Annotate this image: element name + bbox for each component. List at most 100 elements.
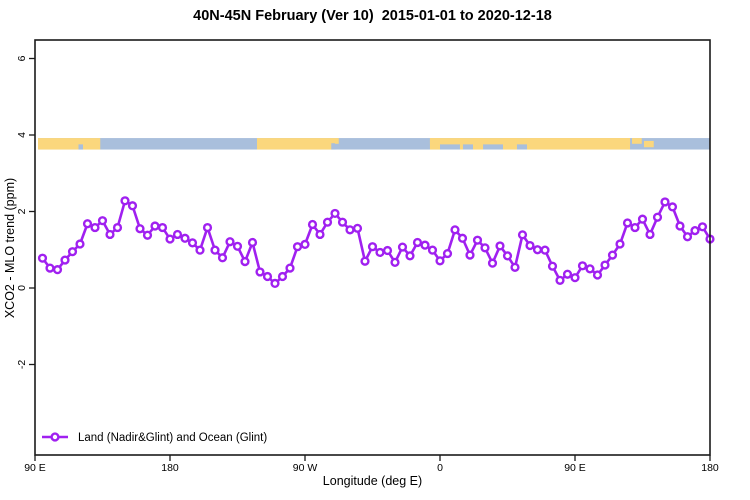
data-point-marker xyxy=(112,222,123,233)
y-tick-label: 4 xyxy=(16,132,28,138)
data-point-marker xyxy=(330,208,340,219)
data-point-marker xyxy=(157,222,168,233)
x-tick-label: 90 W xyxy=(293,462,318,474)
data-point-marker xyxy=(337,217,348,227)
data-point-marker xyxy=(240,257,250,267)
data-point-marker xyxy=(210,245,220,255)
band-segment-land xyxy=(473,138,484,150)
data-point-marker xyxy=(172,229,183,240)
data-point-marker xyxy=(630,222,640,233)
data-point-marker xyxy=(120,196,130,206)
data-point-marker xyxy=(480,243,490,253)
data-point-marker xyxy=(195,245,205,255)
band-segment-land xyxy=(257,138,335,150)
data-point-marker xyxy=(255,267,265,277)
data-point-marker xyxy=(690,226,700,236)
data-point-marker xyxy=(615,239,625,249)
x-tick-label: 180 xyxy=(701,462,719,474)
data-point-marker xyxy=(525,240,535,251)
data-point-marker xyxy=(502,251,513,261)
axis-ticks: 90 E 180 90 W 0 90 E 180 -2 0 2 4 6 xyxy=(16,55,719,474)
x-tick-label: 90 E xyxy=(24,462,46,474)
data-point-marker xyxy=(97,216,108,226)
data-point-marker xyxy=(540,245,550,255)
data-point-marker xyxy=(52,265,63,275)
data-point-marker xyxy=(285,263,295,273)
data-point-marker xyxy=(105,229,115,240)
data-point-marker xyxy=(532,245,543,255)
land-ocean-band xyxy=(38,138,710,150)
data-series xyxy=(37,196,715,289)
x-tick-label: 0 xyxy=(437,462,443,474)
data-point-marker xyxy=(622,218,633,228)
band-segment-land xyxy=(503,138,517,150)
y-tick-label: 2 xyxy=(16,208,28,214)
x-tick-label: 180 xyxy=(161,462,179,474)
data-point-marker xyxy=(367,242,378,252)
data-point-marker xyxy=(180,233,190,243)
data-point-marker xyxy=(405,251,415,261)
data-point-marker xyxy=(390,257,400,267)
data-point-marker xyxy=(472,235,483,245)
data-point-marker xyxy=(697,222,708,232)
data-point-marker xyxy=(202,222,213,233)
data-point-marker xyxy=(637,214,648,224)
data-point-marker xyxy=(420,240,430,250)
series-line xyxy=(41,199,712,285)
legend-marker-icon xyxy=(50,432,60,442)
data-point-marker xyxy=(547,261,558,271)
data-point-marker xyxy=(660,197,670,207)
data-point-marker xyxy=(142,230,153,240)
data-point-marker xyxy=(232,241,243,251)
data-point-marker xyxy=(352,223,363,233)
data-point-marker xyxy=(150,221,160,231)
data-point-marker xyxy=(397,242,408,252)
band-base-ocean xyxy=(38,138,710,150)
data-point-marker xyxy=(67,247,78,257)
y-tick-label: 6 xyxy=(16,55,28,61)
data-point-marker xyxy=(322,217,333,227)
data-point-marker xyxy=(600,260,610,270)
data-point-marker xyxy=(135,224,145,234)
data-point-marker xyxy=(60,255,70,265)
data-point-marker xyxy=(510,262,520,272)
data-point-marker xyxy=(577,261,588,271)
data-point-marker xyxy=(465,250,475,260)
data-point-marker xyxy=(495,241,505,251)
data-point-marker xyxy=(187,238,198,248)
data-point-marker xyxy=(277,271,288,282)
plot-frame xyxy=(34,39,711,456)
legend-label: Land (Nadir&Glint) and Ocean (Glint) xyxy=(78,432,267,444)
data-point-marker xyxy=(45,263,55,273)
data-point-marker xyxy=(217,253,228,263)
band-segment-land xyxy=(527,138,631,150)
data-point-marker xyxy=(435,256,445,266)
band-segment-land xyxy=(335,138,339,144)
band-segment-land xyxy=(459,138,463,150)
data-point-marker xyxy=(360,256,370,266)
data-point-marker xyxy=(307,219,318,230)
data-point-marker xyxy=(517,230,528,240)
data-point-marker xyxy=(457,233,468,243)
data-point-marker xyxy=(75,239,85,249)
data-point-marker xyxy=(412,237,423,248)
data-point-marker xyxy=(682,232,693,242)
data-point-marker xyxy=(315,229,325,240)
data-point-marker xyxy=(442,248,453,259)
data-point-marker xyxy=(247,237,258,248)
band-segment-land xyxy=(38,138,101,150)
data-point-marker xyxy=(667,202,678,212)
data-point-marker xyxy=(652,212,663,222)
data-point-marker xyxy=(450,225,460,235)
data-point-marker xyxy=(375,247,385,258)
data-point-marker xyxy=(675,221,685,231)
data-point-marker xyxy=(570,273,580,283)
data-point-marker xyxy=(262,271,273,282)
data-point-marker xyxy=(607,250,618,260)
data-point-marker xyxy=(555,275,565,285)
data-point-marker xyxy=(225,237,235,247)
data-point-marker xyxy=(487,258,498,268)
band-segment-ocean xyxy=(331,143,337,150)
